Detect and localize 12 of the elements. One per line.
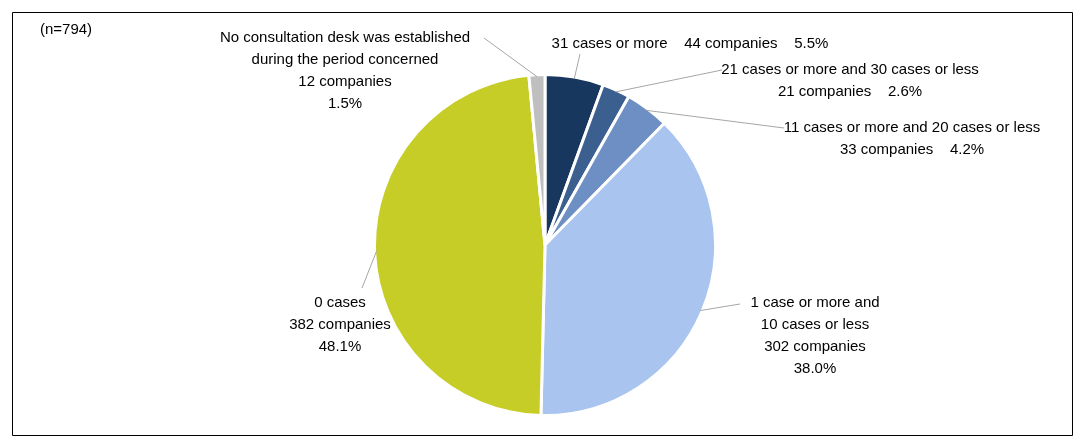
text: (n=794) — [40, 20, 93, 38]
slice-label: 0 cases — [314, 293, 366, 311]
data-label: 33 companies 4.2% — [839, 140, 985, 158]
data-label: 302 companies 38.0% — [764, 337, 866, 377]
slice-label: 21 cases or more and 30 cases or less — [721, 60, 979, 78]
data-label: 382 companies 48.1% — [289, 315, 391, 355]
data-label: 12 companies 1.5% — [298, 72, 392, 112]
slice-label: 11 cases or more and 20 cases or less — [783, 118, 1041, 136]
data-label: 21 companies 2.6% — [777, 82, 923, 100]
slice-label: 1 case or more and 10 cases or less — [750, 293, 880, 333]
slice-label: 31 cases or more 44 companies 5.5% — [551, 34, 829, 52]
slice-label: No consultation desk was established during the period concerned — [219, 28, 471, 68]
